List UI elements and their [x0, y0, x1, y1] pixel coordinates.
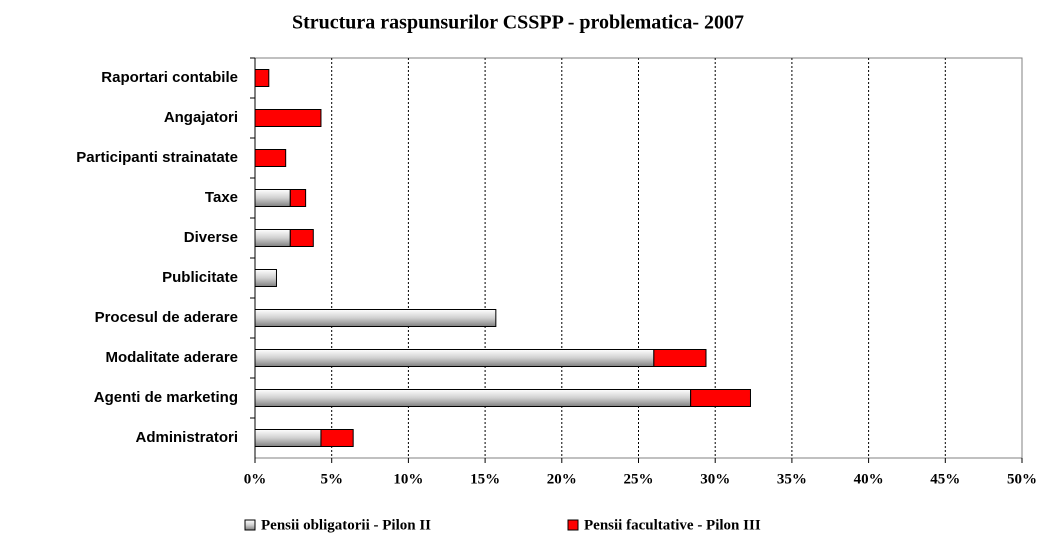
x-tick-label: 15%: [470, 471, 500, 487]
y-tick-label: Administratori: [135, 429, 238, 446]
y-tick-label: Participanti strainatate: [76, 149, 238, 166]
bar: [254, 429, 322, 447]
x-tick-label: 10%: [393, 471, 423, 487]
y-tick-label: Procesul de aderare: [95, 309, 238, 326]
y-tick-label: Agenti de marketing: [94, 389, 238, 406]
bar: [254, 189, 291, 207]
y-tick-label: Raportari contabile: [101, 69, 238, 86]
x-tick-label: 40%: [854, 471, 884, 487]
legend-swatch: [244, 519, 256, 531]
bar: [320, 429, 354, 447]
y-tick-label: Modalitate aderare: [105, 349, 238, 366]
bar: [254, 229, 291, 247]
bar: [690, 389, 751, 407]
x-tick-label: 50%: [1007, 471, 1037, 487]
bar: [254, 389, 692, 407]
y-tick-label: Taxe: [205, 189, 238, 206]
y-tick-label: Publicitate: [162, 269, 238, 286]
bar: [289, 229, 314, 247]
x-tick-label: 25%: [624, 471, 654, 487]
y-tick-label: Diverse: [184, 229, 238, 246]
bar: [254, 69, 270, 87]
y-tick-label: Angajatori: [164, 109, 238, 126]
bar: [254, 349, 655, 367]
legend-swatch: [567, 519, 579, 531]
legend-label: Pensii facultative - Pilon III: [584, 517, 761, 533]
bar: [254, 109, 322, 127]
bar: [254, 309, 497, 327]
legend-label: Pensii obligatorii - Pilon II: [261, 517, 431, 533]
bar: [289, 189, 307, 207]
x-tick-label: 5%: [320, 471, 343, 487]
x-tick-label: 30%: [700, 471, 730, 487]
bar: [653, 349, 707, 367]
x-tick-label: 45%: [930, 471, 960, 487]
x-tick-label: 0%: [244, 471, 267, 487]
bar: [254, 149, 287, 167]
bar: [254, 269, 277, 287]
chart-title: Structura raspunsurilor CSSPP - problema…: [292, 12, 744, 34]
x-tick-label: 35%: [777, 471, 807, 487]
x-tick-label: 20%: [547, 471, 577, 487]
